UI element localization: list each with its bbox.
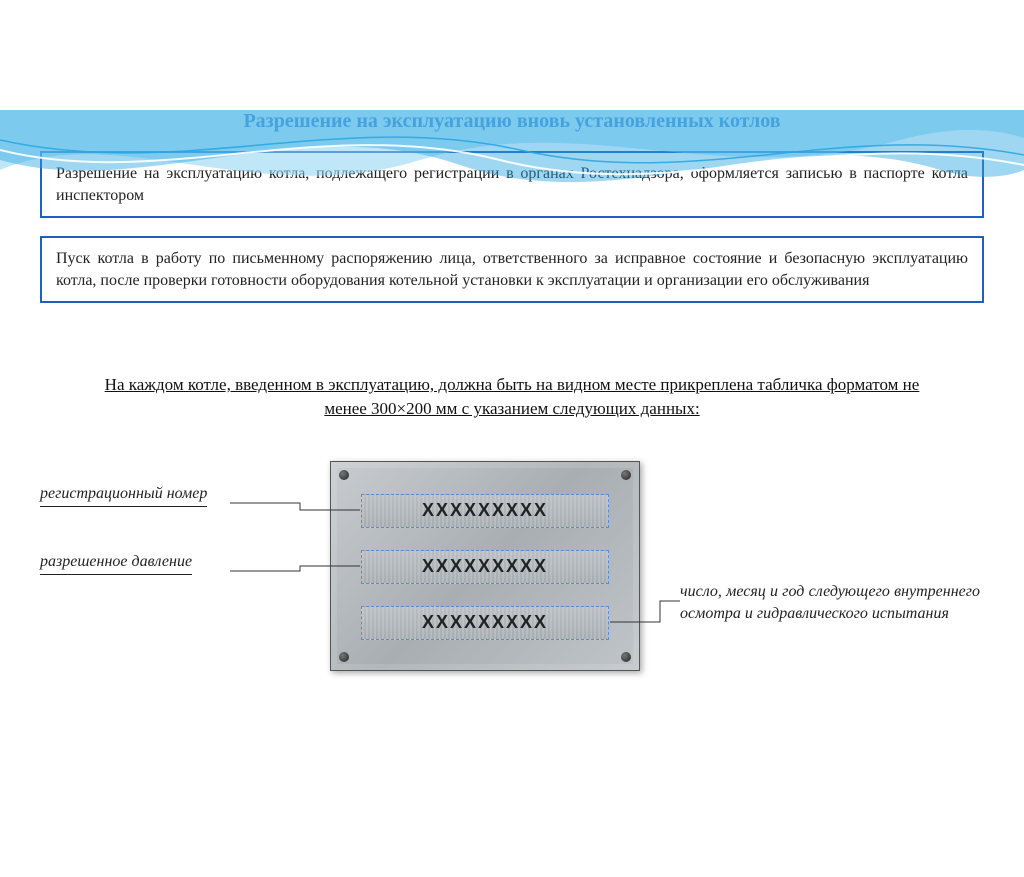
slide-title: Разрешение на эксплуатацию вновь установ… [0,110,1024,133]
info-box-startup: Пуск котла в работу по письменному распо… [40,236,984,303]
connector-lines [0,451,1024,711]
info-box-registration: Разрешение на эксплуатацию котла, подлеж… [40,151,984,218]
plate-diagram: регистрационный номер разрешенное давлен… [0,451,1024,711]
plate-note: На каждом котле, введенном в эксплуатаци… [90,373,934,421]
